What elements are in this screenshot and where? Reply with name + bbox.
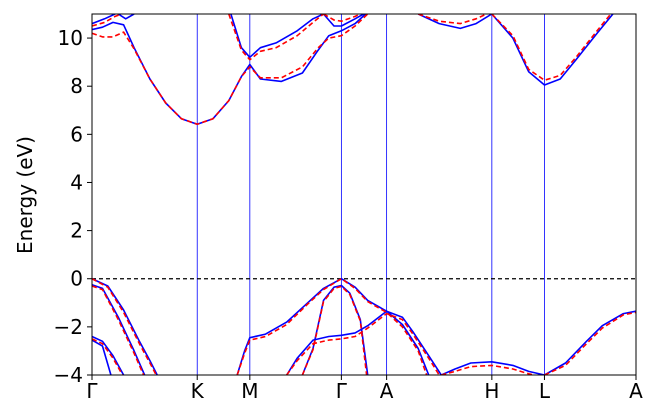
plot-area bbox=[92, 14, 636, 375]
band-0-9 bbox=[92, 335, 125, 375]
band-0-0 bbox=[92, 14, 367, 125]
band-0-2 bbox=[117, 14, 135, 20]
band-1-13 bbox=[544, 311, 636, 375]
y-tick-label: −4 bbox=[54, 363, 83, 387]
x-tick-label: L bbox=[539, 379, 551, 401]
x-tick-label: H bbox=[484, 379, 499, 401]
band-0-5 bbox=[417, 14, 493, 30]
y-tick-label: 6 bbox=[70, 122, 83, 146]
band-0-14 bbox=[440, 361, 545, 375]
y-tick-label: 8 bbox=[70, 74, 83, 98]
x-tick-label: K bbox=[191, 379, 205, 401]
band-0-8 bbox=[92, 284, 146, 375]
band-0-11 bbox=[236, 277, 430, 375]
plot-frame bbox=[91, 13, 637, 376]
y-tick-label: 4 bbox=[70, 170, 83, 194]
axes bbox=[87, 13, 637, 380]
y-tick-label: −2 bbox=[54, 315, 83, 339]
band-0-10 bbox=[92, 339, 112, 375]
x-tick-label: M bbox=[241, 379, 258, 401]
y-axis-label: Energy (eV) bbox=[13, 136, 37, 254]
x-tick-label: A bbox=[629, 379, 643, 401]
band-1-2 bbox=[228, 14, 324, 61]
band-1-12 bbox=[441, 364, 535, 375]
band-1-6 bbox=[92, 277, 157, 375]
band-0-6 bbox=[491, 14, 614, 86]
band-1-1 bbox=[92, 14, 122, 27]
x-tick-label: A bbox=[380, 379, 394, 401]
band-1-0 bbox=[92, 14, 369, 125]
band-0-15 bbox=[544, 310, 636, 375]
band-1-11 bbox=[301, 285, 368, 375]
y-tick-label: 0 bbox=[70, 267, 83, 291]
y-tick-labels: −4 −2 0 2 4 6 8 10 bbox=[54, 26, 83, 387]
band-1-8 bbox=[92, 338, 124, 375]
x-tick-label: Γ bbox=[86, 379, 98, 401]
band-1-9 bbox=[236, 277, 428, 375]
y-tick-label: 2 bbox=[70, 219, 83, 243]
band-1-5 bbox=[491, 14, 612, 81]
band-1-7 bbox=[92, 285, 145, 375]
band-0-3 bbox=[230, 14, 324, 59]
x-tick-label: Γ bbox=[336, 379, 348, 401]
band-0-4 bbox=[322, 14, 364, 27]
band-0-7 bbox=[92, 277, 158, 375]
y-tick-label: 10 bbox=[58, 26, 83, 50]
band-0-1 bbox=[92, 14, 116, 25]
band-lines bbox=[92, 14, 636, 375]
band-1-4 bbox=[417, 14, 487, 25]
kpoint-lines bbox=[92, 14, 636, 375]
band-1-3 bbox=[323, 14, 361, 22]
